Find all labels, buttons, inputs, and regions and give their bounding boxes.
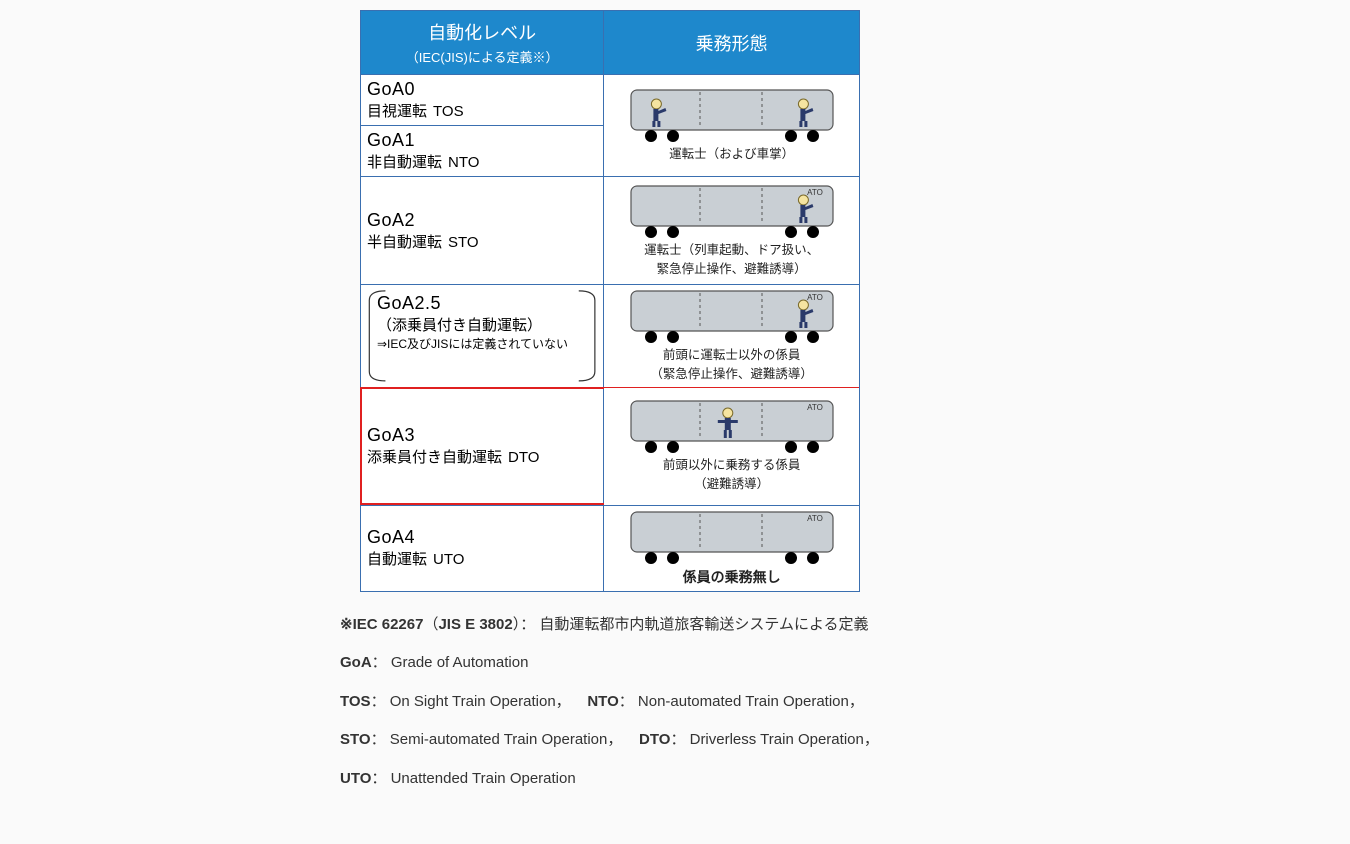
legend-iec-rest: ： 自動運転都市内軌道旅客輸送システムによる定義 [520, 616, 868, 633]
goa-name: （添乗員付き自動運転） [377, 314, 589, 335]
crew-caption-line: （避難誘導） [610, 476, 853, 493]
legend-goa-text: ： Grade of Automation [372, 654, 529, 671]
legend-iec-bold1: ※IEC 62267 [340, 616, 423, 633]
goa-id: GoA1 [367, 130, 597, 151]
cell-level-goa2.5: GoA2.5（添乗員付き自動運転）⇒IEC及びJISには定義されていない [361, 285, 604, 388]
svg-text:ATO: ATO [807, 403, 823, 412]
legend-tos-text: ： On Sight Train Operation， [371, 693, 571, 710]
goa-name-line: 半自動運転STO [367, 231, 597, 252]
goa-note: ⇒IEC及びJISには定義されていない [377, 335, 589, 352]
cell-level-goa2: GoA2半自動運転STO [361, 177, 604, 285]
train-icon [627, 88, 837, 144]
goa-id: GoA2.5 [377, 293, 589, 314]
train-icon: ATO [627, 510, 837, 566]
legend-block: ※IEC 62267（JIS E 3802）： 自動運転都市内軌道旅客輸送システ… [340, 614, 1350, 791]
svg-text:ATO: ATO [807, 514, 823, 523]
goa-id: GoA3 [367, 425, 597, 446]
legend-dto-label: DTO [639, 731, 670, 748]
automation-table-page: 自動化レベル （IEC(JIS)による定義※） 乗務形態 GoA0目視運転TOS… [0, 0, 1350, 844]
legend-dto-text: ： Driverless Train Operation， [670, 731, 878, 748]
crew-caption-line: 前頭に運転士以外の係員 [610, 347, 853, 364]
legend-goa-label: GoA [340, 654, 372, 671]
train-icon: ATO [627, 184, 837, 240]
cell-level-goa0: GoA0目視運転TOS [361, 75, 604, 126]
legend-iec-bold2: JIS E 3802 [438, 616, 512, 633]
cell-crew-goa4: ATO 係員の乗務無し [604, 505, 860, 591]
row-goa4: GoA4自動運転UTO ATO 係員の乗務無し [361, 505, 860, 591]
crew-caption-line: （緊急停止操作、避難誘導） [610, 366, 853, 383]
header-right-title: 乗務形態 [696, 34, 768, 54]
goa-id: GoA0 [367, 79, 597, 100]
cell-crew-goa0: 運転士（および車掌） [604, 75, 860, 177]
header-row: 自動化レベル （IEC(JIS)による定義※） 乗務形態 [361, 11, 860, 75]
goa-id: GoA4 [367, 527, 597, 548]
legend-sto-dto-line: STO： Semi-automated Train Operation， DTO… [340, 729, 1350, 752]
legend-uto-label: UTO [340, 770, 371, 787]
row-goa0: GoA0目視運転TOS 運転士（および車掌） [361, 75, 860, 126]
legend-tos-label: TOS [340, 693, 371, 710]
cell-crew-goa2: ATO 運転士（列車起動、ドア扱い、緊急停止操作、避難誘導） [604, 177, 860, 285]
crew-caption: 運転士（および車掌） [610, 146, 853, 163]
svg-text:ATO: ATO [807, 293, 823, 302]
cell-crew-goa3: ATO 前頭以外に乗務する係員 （避難誘導） [604, 387, 860, 505]
header-crew-form: 乗務形態 [604, 11, 860, 75]
legend-nto-label: NTO [587, 693, 618, 710]
cell-level-goa4: GoA4自動運転UTO [361, 505, 604, 591]
cell-level-goa1: GoA1非自動運転NTO [361, 126, 604, 177]
cell-level-goa3: GoA3添乗員付き自動運転DTO [361, 387, 604, 505]
row-goa2.5: GoA2.5（添乗員付き自動運転）⇒IEC及びJISには定義されていない ATO… [361, 285, 860, 388]
goa-name-line: 添乗員付き自動運転DTO [367, 446, 597, 467]
legend-uto-text: ： Unattended Train Operation [371, 770, 575, 787]
goa-name-line: 目視運転TOS [367, 100, 597, 121]
header-left-subtitle: （IEC(JIS)による定義※） [365, 47, 599, 66]
goa-name-line: 非自動運転NTO [367, 151, 597, 172]
legend-sto-text: ： Semi-automated Train Operation， [371, 731, 623, 748]
legend-tos-nto-line: TOS： On Sight Train Operation， NTO： Non-… [340, 691, 1350, 714]
train-icon: ATO [627, 289, 837, 345]
svg-text:ATO: ATO [807, 188, 823, 197]
legend-sto-label: STO [340, 731, 371, 748]
legend-goa-line: GoA： Grade of Automation [340, 652, 1350, 675]
row-goa2: GoA2半自動運転STO ATO 運転士（列車起動、ドア扱い、緊急停止操作、避難… [361, 177, 860, 285]
legend-nto-text: ： Non-automated Train Operation， [619, 693, 864, 710]
crew-caption-line: 緊急停止操作、避難誘導） [610, 261, 853, 278]
crew-caption-line: 前頭以外に乗務する係員 [610, 457, 853, 474]
crew-caption-line: 運転士（列車起動、ドア扱い、 [610, 242, 853, 259]
legend-paren-open: （ [423, 616, 438, 633]
row-goa3: GoA3添乗員付き自動運転DTO ATO 前頭以外に乗務する係員 （避難誘導） [361, 387, 860, 505]
cell-crew-goa2.5: ATO 前頭に運転士以外の係員 （緊急停止操作、避難誘導） [604, 285, 860, 388]
goa-id: GoA2 [367, 210, 597, 231]
header-automation-level: 自動化レベル （IEC(JIS)による定義※） [361, 11, 604, 75]
crew-caption-line: 係員の乗務無し [610, 568, 853, 587]
legend-iec-line: ※IEC 62267（JIS E 3802）： 自動運転都市内軌道旅客輸送システ… [340, 614, 1350, 637]
automation-level-table: 自動化レベル （IEC(JIS)による定義※） 乗務形態 GoA0目視運転TOS… [360, 10, 860, 592]
train-icon: ATO [627, 399, 837, 455]
legend-uto-line: UTO： Unattended Train Operation [340, 768, 1350, 791]
header-left-title: 自動化レベル [428, 23, 536, 43]
goa-name-line: 自動運転UTO [367, 548, 597, 569]
